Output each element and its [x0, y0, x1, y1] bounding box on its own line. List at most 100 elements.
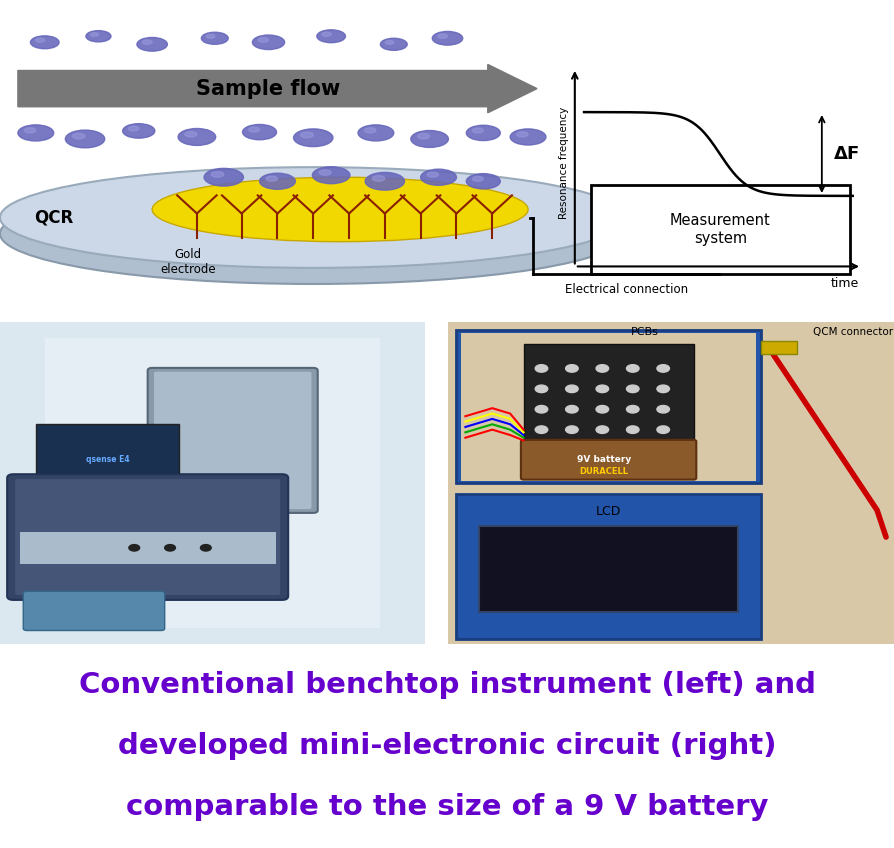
Circle shape — [626, 426, 638, 433]
Circle shape — [90, 32, 98, 36]
Bar — [590, 186, 849, 274]
Circle shape — [249, 127, 259, 132]
Circle shape — [128, 126, 139, 131]
Circle shape — [565, 365, 578, 372]
Circle shape — [300, 132, 313, 137]
Circle shape — [316, 30, 345, 42]
Circle shape — [36, 38, 45, 42]
Circle shape — [164, 544, 175, 551]
Circle shape — [30, 36, 59, 48]
Bar — [523, 343, 693, 440]
FancyBboxPatch shape — [7, 474, 288, 600]
Circle shape — [426, 172, 438, 177]
Text: time: time — [830, 277, 858, 291]
Circle shape — [626, 365, 638, 372]
Circle shape — [178, 129, 215, 145]
Bar — [460, 333, 755, 481]
Circle shape — [535, 385, 547, 393]
Circle shape — [200, 544, 211, 551]
Circle shape — [365, 172, 404, 190]
Circle shape — [364, 128, 375, 133]
Circle shape — [410, 131, 448, 148]
Text: DURACELL: DURACELL — [579, 467, 628, 476]
Text: QCR: QCR — [34, 209, 73, 226]
FancyBboxPatch shape — [23, 591, 164, 631]
Circle shape — [122, 124, 155, 138]
Bar — [36, 424, 179, 494]
Circle shape — [432, 31, 462, 45]
Circle shape — [358, 125, 393, 141]
FancyBboxPatch shape — [456, 331, 760, 483]
Circle shape — [266, 176, 277, 181]
Circle shape — [656, 405, 669, 413]
Circle shape — [322, 32, 331, 36]
Text: comparable to the size of a 9 V battery: comparable to the size of a 9 V battery — [126, 793, 768, 822]
Circle shape — [65, 130, 105, 148]
Circle shape — [293, 129, 333, 147]
Bar — [0, 322, 425, 644]
Text: LCD: LCD — [595, 505, 620, 518]
Circle shape — [384, 41, 393, 44]
Circle shape — [201, 32, 228, 44]
Circle shape — [595, 385, 608, 393]
Text: 9V battery: 9V battery — [577, 455, 630, 464]
Text: developed mini-electronic circuit (right): developed mini-electronic circuit (right… — [118, 732, 776, 761]
Circle shape — [259, 173, 295, 189]
Bar — [45, 338, 380, 628]
Circle shape — [656, 426, 669, 433]
Ellipse shape — [152, 177, 527, 242]
Text: Electrical connection: Electrical connection — [564, 282, 687, 296]
Circle shape — [18, 125, 54, 141]
Text: Gold
electrode: Gold electrode — [160, 248, 215, 276]
Circle shape — [211, 171, 224, 177]
Text: Resonance frequency: Resonance frequency — [559, 107, 569, 219]
Circle shape — [372, 176, 384, 181]
Circle shape — [565, 426, 578, 433]
Circle shape — [437, 34, 447, 38]
Ellipse shape — [85, 510, 130, 516]
FancyBboxPatch shape — [154, 371, 311, 509]
Circle shape — [137, 37, 167, 51]
Circle shape — [204, 169, 243, 186]
Circle shape — [420, 169, 456, 186]
FancyBboxPatch shape — [148, 368, 317, 513]
Circle shape — [466, 126, 500, 141]
Text: Conventional benchtop instrument (left) and: Conventional benchtop instrument (left) … — [79, 671, 815, 700]
Text: Measurement
system: Measurement system — [670, 214, 770, 246]
Ellipse shape — [0, 167, 626, 268]
Circle shape — [595, 405, 608, 413]
Circle shape — [626, 385, 638, 393]
Circle shape — [626, 405, 638, 413]
Circle shape — [142, 40, 152, 44]
Text: QCM connector: QCM connector — [812, 326, 892, 337]
Circle shape — [206, 35, 215, 38]
Text: PCBs: PCBs — [629, 326, 658, 337]
Circle shape — [595, 365, 608, 372]
Circle shape — [595, 426, 608, 433]
Circle shape — [565, 405, 578, 413]
Circle shape — [312, 167, 350, 184]
Circle shape — [472, 128, 483, 133]
Bar — [478, 527, 738, 612]
Circle shape — [656, 385, 669, 393]
Bar — [760, 341, 796, 354]
Circle shape — [535, 365, 547, 372]
Circle shape — [516, 131, 527, 137]
FancyArrow shape — [18, 64, 536, 113]
Circle shape — [257, 37, 268, 42]
Circle shape — [242, 125, 276, 140]
Circle shape — [472, 176, 483, 181]
Circle shape — [24, 128, 36, 133]
Circle shape — [252, 35, 284, 49]
FancyBboxPatch shape — [520, 440, 696, 480]
Circle shape — [185, 131, 197, 137]
Circle shape — [72, 133, 85, 139]
FancyBboxPatch shape — [456, 494, 760, 639]
Circle shape — [656, 365, 669, 372]
Circle shape — [535, 405, 547, 413]
Text: qsense E4: qsense E4 — [86, 455, 129, 464]
Bar — [20, 532, 275, 564]
Circle shape — [535, 426, 547, 433]
Circle shape — [86, 31, 111, 42]
Circle shape — [510, 129, 545, 145]
